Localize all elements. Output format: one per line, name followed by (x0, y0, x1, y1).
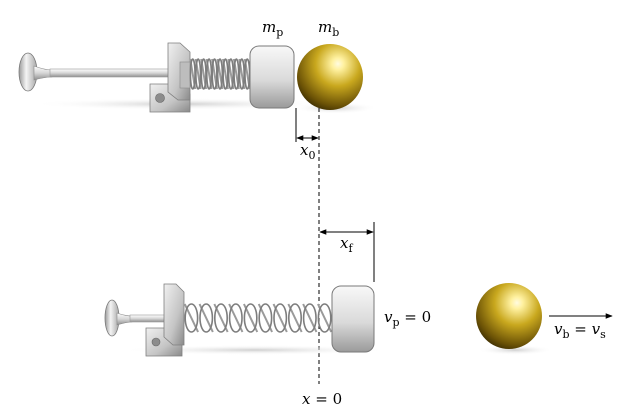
spring-coil-back (317, 303, 333, 333)
spring-coil-back (198, 303, 214, 333)
spring-coil (195, 58, 202, 90)
label-x-eq-0: x = 0 (302, 390, 342, 408)
spring-coil (238, 58, 245, 90)
spring-coil (211, 58, 218, 90)
bottom-launcher: vp = 0 (104, 283, 431, 357)
spring-coil (233, 58, 240, 90)
top-spring (189, 58, 251, 90)
spring-coil-back (228, 303, 244, 333)
label-m-b: mb (318, 18, 339, 39)
spring-coil (200, 58, 207, 90)
spring-coil (227, 58, 234, 90)
label-v-b-v-s: vb = vs (554, 320, 606, 341)
released-ball-group: vb = vs (476, 283, 613, 355)
bottom-shadow (120, 345, 390, 355)
spring-coil (273, 303, 288, 333)
spring-coil-back (287, 303, 303, 333)
spring-coil-back (257, 303, 273, 333)
spring-coil (184, 303, 199, 333)
spring-coil (189, 58, 196, 90)
spring-coil-back (272, 303, 288, 333)
spring-coil-back (213, 303, 229, 333)
top-ball (297, 44, 363, 110)
bottom-spring (183, 303, 333, 333)
bottom-plunger (331, 285, 375, 353)
label-x-f: xf (340, 234, 353, 255)
bottom-bracket (145, 283, 185, 357)
top-plunger (249, 45, 295, 109)
spring-coil (243, 303, 258, 333)
released-ball (476, 283, 542, 349)
spring-coil-back (243, 303, 259, 333)
top-rod (49, 68, 181, 78)
label-x-0: x0 (300, 141, 315, 162)
label-v-p: vp = 0 (384, 308, 431, 329)
spring-coil (302, 303, 317, 333)
spring-coil (213, 303, 229, 333)
spring-coil (258, 303, 273, 333)
spring-coil (216, 58, 224, 90)
spring-coil-back (183, 303, 199, 333)
spring-coil (317, 303, 332, 333)
spring-coil (222, 58, 229, 90)
label-m-p: mp (262, 18, 283, 39)
spring-coil (228, 303, 243, 333)
spring-coil-back (302, 303, 318, 333)
spring-coil (287, 303, 303, 333)
released-ball-shadow (477, 345, 553, 355)
spring-coil (206, 58, 213, 90)
spring-coil (199, 303, 214, 333)
top-bracket (149, 42, 191, 113)
top-launcher: mp mb x0 (18, 18, 377, 162)
